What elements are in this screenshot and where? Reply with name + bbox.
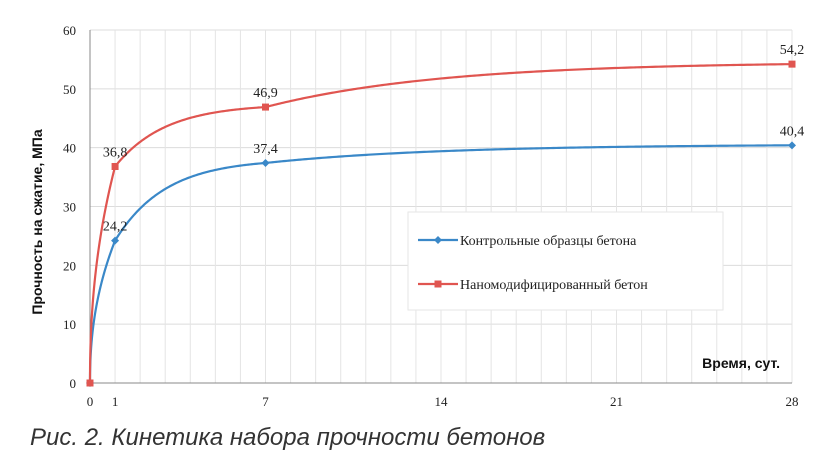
data-point-2 [86, 379, 94, 387]
chart: 0 10 20 30 40 50 60 0 1 7 14 21 28 24,2 37,4 40,4 36,8 4… [29, 23, 804, 409]
y-tick-label: 30 [63, 200, 76, 215]
data-point-2 [262, 103, 269, 111]
x-tick-label: 21 [610, 394, 623, 409]
x-tick-label: 1 [112, 394, 119, 409]
y-tick-label: 10 [63, 317, 76, 332]
x-tick-label: 14 [435, 394, 449, 409]
y-axis-title: Прочность на сжатие, МПа [29, 129, 45, 314]
data-label: 40,4 [780, 124, 805, 139]
data-point-2 [111, 162, 119, 170]
x-tick-label: 28 [786, 394, 799, 409]
series-group [86, 60, 796, 387]
data-point-1 [111, 236, 120, 245]
x-tick-label: 0 [87, 394, 94, 409]
legend-label-1: Контрольные образцы бетона [460, 234, 637, 249]
figure-caption: Рис. 2. Кинетика набора прочности бетоно… [30, 424, 546, 451]
data-label: 37,4 [253, 142, 278, 157]
data-labels: 24,2 37,4 40,4 36,8 46,9 54,2 [103, 43, 804, 235]
y-tick-label: 20 [63, 258, 76, 273]
grid [90, 29, 793, 383]
y-tick-label: 50 [63, 82, 76, 97]
legend-label-2: Наномодифицированный бетон [460, 278, 648, 293]
tick-labels: 0 10 20 30 40 50 60 0 1 7 14 21 28 [63, 23, 799, 409]
data-point-1 [261, 158, 270, 167]
x-tick-label: 7 [262, 394, 269, 409]
legend-box [407, 211, 724, 311]
y-tick-label: 40 [63, 141, 76, 156]
data-label: 46,9 [253, 86, 278, 101]
legend: Контрольные образцы бетона Наномодифициро… [407, 211, 724, 311]
axes [89, 30, 792, 384]
data-label: 24,2 [103, 220, 128, 235]
y-tick-label: 0 [70, 376, 77, 391]
data-point-2 [788, 60, 796, 68]
legend-marker-1 [434, 236, 442, 244]
data-label: 54,2 [780, 43, 805, 58]
y-tick-label: 60 [63, 23, 76, 38]
data-label: 36,8 [103, 145, 128, 160]
data-point-1 [788, 141, 796, 150]
x-axis-title: Время, сут. [702, 355, 780, 371]
legend-marker-2 [434, 280, 442, 288]
